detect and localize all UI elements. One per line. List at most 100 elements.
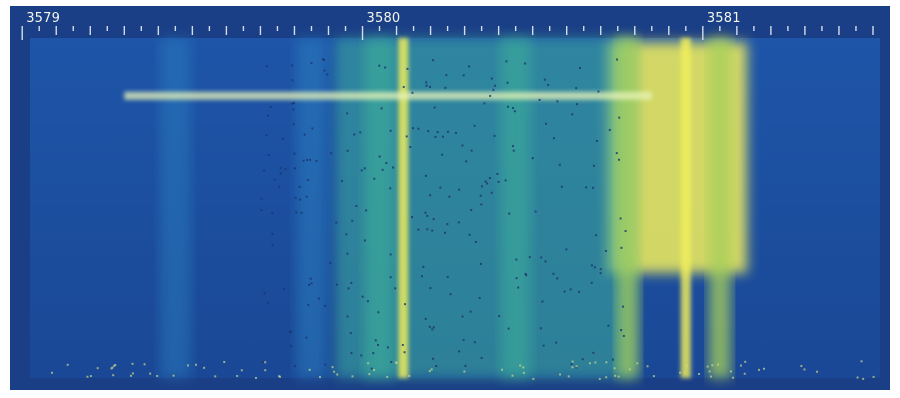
speckle xyxy=(474,240,477,243)
speckle xyxy=(324,363,327,366)
speckle xyxy=(524,272,527,275)
speckle xyxy=(284,168,287,171)
speckle xyxy=(432,326,435,329)
speckle xyxy=(156,374,159,377)
speckle xyxy=(480,203,483,206)
speckle xyxy=(594,361,597,364)
speckle xyxy=(353,133,356,136)
speckle xyxy=(489,94,492,97)
speckle xyxy=(359,131,362,134)
speckle xyxy=(291,64,294,67)
speckle xyxy=(432,357,435,360)
speckle xyxy=(283,287,286,290)
speckle xyxy=(347,287,350,290)
speckle xyxy=(599,272,602,275)
speckle xyxy=(303,133,306,136)
speckle xyxy=(131,372,134,375)
speckle xyxy=(595,234,598,237)
speckle xyxy=(403,303,406,306)
speckle xyxy=(709,375,712,378)
speckle xyxy=(385,162,388,165)
speckle xyxy=(458,188,461,191)
speckle xyxy=(281,137,284,140)
speckle xyxy=(541,300,544,303)
speckle xyxy=(444,86,447,89)
speckle xyxy=(273,178,276,181)
speckle xyxy=(143,363,146,366)
speckle xyxy=(607,324,610,327)
speckle xyxy=(323,69,326,72)
speckle xyxy=(497,180,500,183)
speckle xyxy=(563,290,566,293)
speckle xyxy=(402,86,405,89)
speckle xyxy=(264,369,267,372)
speckle xyxy=(350,281,353,284)
speckle xyxy=(515,258,518,261)
speckle xyxy=(618,116,621,119)
speckle xyxy=(291,102,294,105)
speckle xyxy=(308,283,311,286)
speckle xyxy=(576,103,579,106)
speckle xyxy=(469,310,472,313)
speckle xyxy=(567,375,570,378)
x-tick-label: 3581 xyxy=(707,11,741,26)
speckle xyxy=(324,304,327,307)
speckle xyxy=(263,169,266,172)
speckle xyxy=(598,377,601,380)
speckle xyxy=(571,366,574,369)
intensity-band-3 xyxy=(364,38,395,378)
speckle xyxy=(599,268,602,271)
speckle xyxy=(349,332,352,335)
speckle xyxy=(236,375,239,378)
x-tick-label: 3580 xyxy=(367,11,401,26)
speckle xyxy=(444,231,447,234)
speckle xyxy=(531,157,534,160)
speckle xyxy=(470,149,473,152)
intensity-band-1 xyxy=(160,38,191,378)
speckle xyxy=(384,66,387,69)
speckle xyxy=(390,360,393,363)
speckle xyxy=(555,341,558,344)
speckle xyxy=(708,370,711,373)
speckle xyxy=(490,191,493,194)
intensity-band-8 xyxy=(708,38,731,378)
speckle xyxy=(616,58,619,61)
speckle xyxy=(614,374,617,377)
speckle xyxy=(89,375,92,378)
speckle xyxy=(498,315,501,318)
speckle xyxy=(528,256,531,259)
speckle xyxy=(214,375,217,378)
speckle xyxy=(394,287,397,290)
speckle xyxy=(240,369,243,372)
speckle xyxy=(597,90,600,93)
speckle xyxy=(592,164,595,167)
speckle xyxy=(556,100,559,103)
speckle xyxy=(611,358,614,361)
speckle xyxy=(575,366,578,369)
speckle xyxy=(816,370,819,373)
speckle xyxy=(389,276,392,279)
speckle xyxy=(373,368,376,371)
speckle xyxy=(578,290,581,293)
speckle xyxy=(473,124,476,127)
speckle xyxy=(389,253,392,256)
speckle xyxy=(697,372,700,375)
speckle xyxy=(579,66,582,69)
speckle xyxy=(363,239,366,242)
speckle xyxy=(360,169,363,172)
speckle xyxy=(505,60,508,63)
speckle xyxy=(468,65,471,68)
speckle xyxy=(593,266,596,269)
speckle xyxy=(401,343,404,346)
speckle xyxy=(435,365,438,368)
speckle xyxy=(129,374,132,377)
speckle xyxy=(441,135,444,138)
speckle xyxy=(264,361,267,364)
speckle xyxy=(717,363,720,366)
speckle xyxy=(494,84,497,87)
speckle xyxy=(538,98,541,101)
speckle xyxy=(293,167,296,170)
speckle xyxy=(389,187,392,190)
speckle xyxy=(506,81,509,84)
